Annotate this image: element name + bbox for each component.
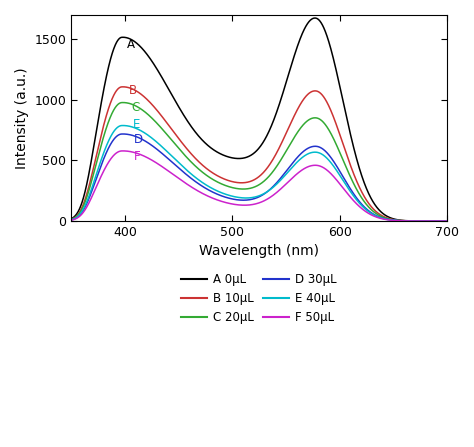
Text: C: C [131,101,140,114]
Legend: A 0μL, B 10μL, C 20μL, D 30μL, E 40μL, F 50μL: A 0μL, B 10μL, C 20μL, D 30μL, E 40μL, F… [177,268,342,329]
Y-axis label: Intensity (a.u.): Intensity (a.u.) [15,67,29,169]
Text: A: A [127,38,135,51]
Text: B: B [129,84,137,97]
Text: E: E [132,118,140,131]
Text: D: D [134,133,143,146]
X-axis label: Wavelength (nm): Wavelength (nm) [199,245,319,258]
Text: F: F [134,150,140,163]
